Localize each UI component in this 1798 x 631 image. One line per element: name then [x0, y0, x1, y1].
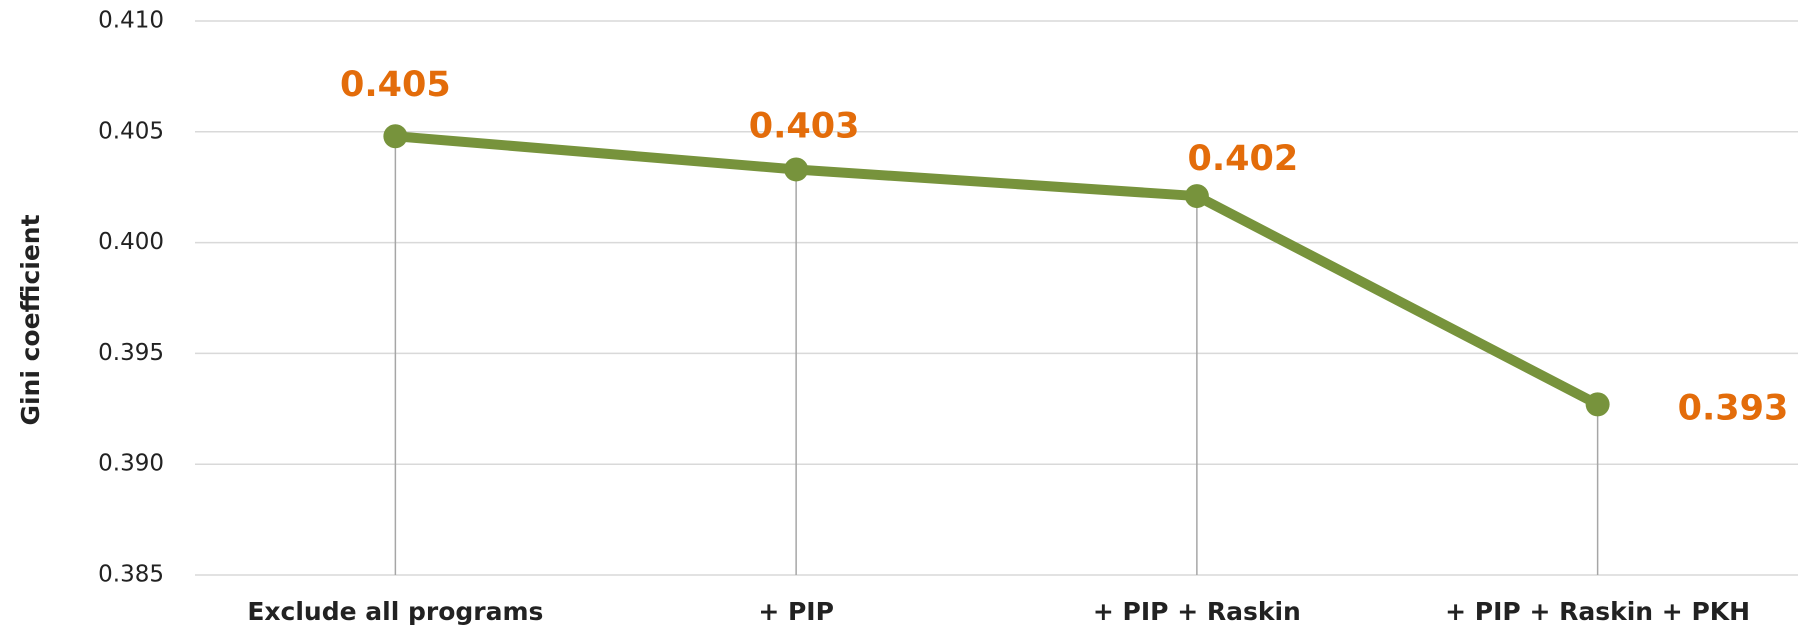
y-tick-label: 0.385 [98, 562, 164, 588]
point [1184, 184, 1209, 209]
y-tick-label: 0.390 [98, 451, 164, 477]
y-tick-label: 0.400 [98, 229, 164, 255]
point [1585, 392, 1610, 417]
y-tick-label: 0.405 [98, 118, 164, 144]
point [784, 157, 809, 182]
data-label: 0.405 [340, 65, 451, 105]
line [394, 131, 1600, 409]
y-tick-label: 0.410 [98, 8, 164, 34]
x-tick-label: + PIP [758, 597, 834, 626]
data-label: 0.403 [749, 106, 860, 146]
y-tick-label: 0.395 [98, 340, 164, 366]
point [383, 124, 408, 149]
data-label: 0.393 [1678, 388, 1789, 428]
y-axis-label: Gini coefficient [16, 214, 45, 425]
x-tick-label: + PIP + Raskin [1093, 597, 1301, 626]
x-tick-label: Exclude all programs [247, 597, 543, 626]
data-label: 0.402 [1188, 139, 1299, 179]
x-tick-label: + PIP + Raskin + PKH [1445, 597, 1750, 626]
